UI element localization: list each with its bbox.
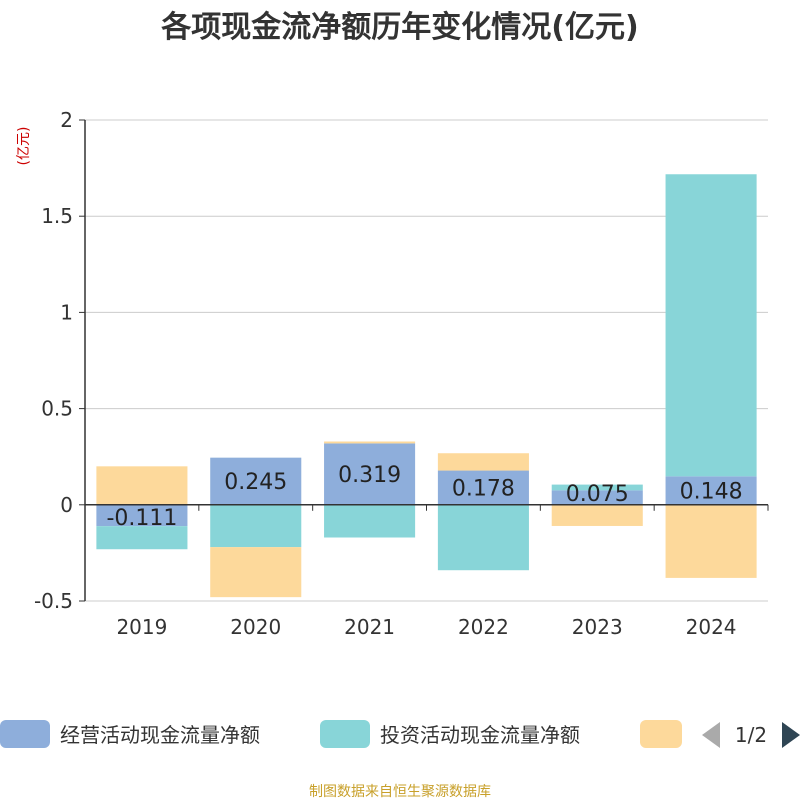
x-tick-label: 2020 — [230, 615, 281, 639]
legend-page-indicator: 1/2 — [735, 723, 767, 747]
bars — [96, 174, 757, 598]
axes: 2 1.5 1 0.5 0 -0.5 2019 2020 2021 2022 2023 2024 — [34, 108, 769, 639]
data-label-2023: 0.075 — [566, 482, 629, 507]
bar-series-2-2021[interactable] — [324, 441, 416, 444]
bar-series-1-2024[interactable] — [665, 174, 757, 477]
y-axis-unit: (亿元) — [16, 127, 32, 166]
legend-swatch-investing[interactable] — [320, 720, 370, 748]
chart-title: 各项现金流净额历年变化情况(亿元) — [160, 10, 638, 45]
data-labels: -0.111 0.245 0.319 0.178 0.075 0.148 — [106, 463, 742, 531]
data-label-2020: 0.245 — [224, 470, 287, 495]
bar-series-1-2021[interactable] — [324, 504, 416, 538]
bar-series-2-2024[interactable] — [665, 504, 757, 578]
bar-series-0-2019[interactable] — [96, 504, 188, 527]
x-tick-label: 2019 — [116, 615, 167, 639]
legend-next-page-icon[interactable] — [782, 722, 800, 748]
legend-swatch-third[interactable] — [640, 720, 682, 748]
x-tick-label: 2021 — [344, 615, 395, 639]
legend-swatch-operating[interactable] — [0, 720, 50, 748]
bar-series-2-2022[interactable] — [437, 453, 529, 471]
y-tick-label: 1 — [60, 300, 73, 324]
bar-series-1-2020[interactable] — [210, 504, 302, 548]
legend-label-investing[interactable]: 投资活动现金流量净额 — [380, 723, 580, 747]
bar-series-0-2023[interactable] — [551, 490, 643, 505]
y-tick-label: 2 — [60, 108, 73, 132]
bar-series-1-2019[interactable] — [96, 526, 188, 550]
data-label-2024: 0.148 — [680, 480, 743, 505]
bar-series-0-2020[interactable] — [210, 457, 302, 505]
bar-series-1-2023[interactable] — [551, 484, 643, 491]
legend-prev-page-icon[interactable] — [702, 722, 720, 748]
bar-series-0-2022[interactable] — [437, 470, 529, 505]
bar-series-0-2021[interactable] — [324, 443, 416, 505]
bar-series-2-2023[interactable] — [551, 504, 643, 526]
bar-series-0-2024[interactable] — [665, 476, 757, 505]
data-label-2022: 0.178 — [452, 477, 515, 502]
y-tick-label: -0.5 — [34, 589, 73, 613]
bar-series-1-2022[interactable] — [437, 504, 529, 571]
legend-label-operating[interactable]: 经营活动现金流量净额 — [60, 723, 260, 747]
bar-series-2-2020[interactable] — [210, 547, 302, 598]
legend: 经营活动现金流量净额 投资活动现金流量净额 1/2 — [0, 720, 800, 748]
y-tick-label: 0 — [60, 493, 73, 517]
data-label-2021: 0.319 — [338, 463, 401, 488]
data-label-2019: -0.111 — [106, 506, 177, 531]
x-tick-label: 2024 — [686, 615, 737, 639]
y-tick-label: 1.5 — [41, 204, 73, 228]
data-source-note: 制图数据来自恒生聚源数据库 — [309, 784, 491, 800]
bar-series-2-2019[interactable] — [96, 466, 188, 505]
x-tick-label: 2023 — [572, 615, 623, 639]
y-tick-label: 0.5 — [41, 397, 73, 421]
x-tick-label: 2022 — [458, 615, 509, 639]
